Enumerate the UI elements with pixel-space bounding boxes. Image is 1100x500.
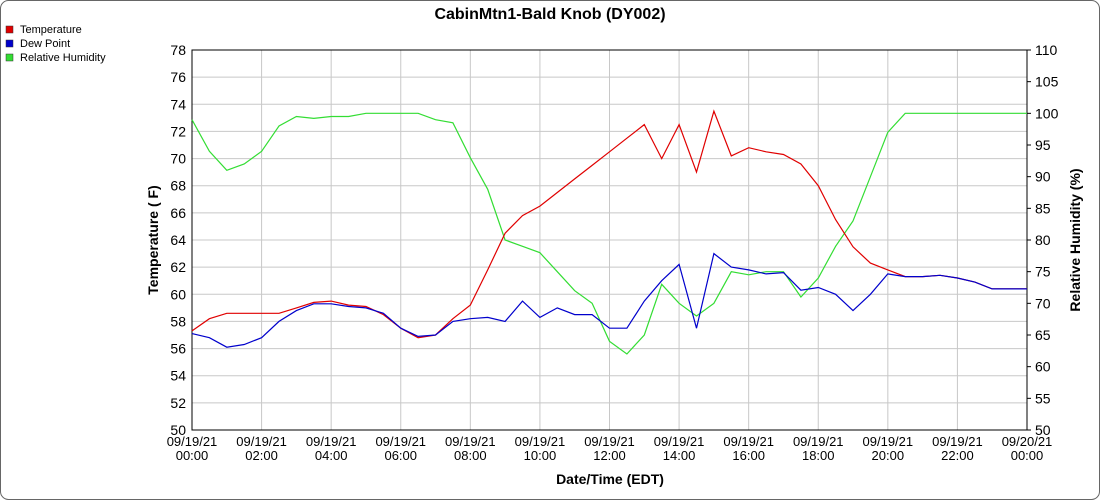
legend-label: Temperature [20, 24, 82, 36]
series-line [191, 112, 1027, 355]
y2-tick-label: 55 [1035, 390, 1051, 406]
y2-tick-label: 50 [1035, 422, 1051, 438]
y2-tick-label: 60 [1035, 359, 1051, 375]
legend-swatch [5, 25, 14, 34]
x-tick-label: 09/19/21 12:00 [584, 434, 635, 463]
y-axis-label: Temperature ( F) [145, 185, 161, 294]
x-tick-label: 09/19/21 18:00 [793, 434, 844, 463]
series-line [191, 252, 1027, 348]
plot-border [191, 49, 1028, 431]
y-tick-label: 72 [170, 123, 186, 139]
legend-label: Relative Humidity [20, 52, 106, 64]
x-tick-label: 09/19/21 14:00 [654, 434, 705, 463]
series-line [191, 109, 1027, 339]
y-tick-label: 76 [170, 69, 186, 85]
y2-tick-label: 100 [1035, 105, 1059, 121]
x-axis-label: Date/Time (EDT) [556, 471, 664, 487]
y-tick-label: 68 [170, 178, 186, 194]
y-tick-label: 62 [170, 259, 186, 275]
x-tick-label: 09/19/21 02:00 [236, 434, 287, 463]
y-tick-label: 54 [170, 368, 186, 384]
chart-title: CabinMtn1-Bald Knob (DY002) [434, 6, 665, 23]
y2-tick-label: 90 [1035, 169, 1051, 185]
legend-label: Dew Point [20, 38, 70, 50]
y2-tick-label: 95 [1035, 137, 1051, 153]
y-tick-label: 70 [170, 151, 186, 167]
legend-swatch [5, 53, 14, 62]
x-tick-label: 09/19/21 16:00 [723, 434, 774, 463]
x-tick-label: 09/19/21 00:00 [167, 434, 218, 463]
y-tick-label: 64 [170, 232, 186, 248]
y2-tick-label: 85 [1035, 200, 1051, 216]
y2-tick-label: 65 [1035, 327, 1051, 343]
y2-tick-label: 105 [1035, 74, 1059, 90]
y2-tick-label: 75 [1035, 264, 1051, 280]
y-tick-label: 58 [170, 313, 186, 329]
y-tick-label: 74 [170, 96, 186, 112]
x-tick-label: 09/19/21 08:00 [445, 434, 496, 463]
y-tick-label: 78 [170, 42, 186, 58]
x-tick-label: 09/19/21 10:00 [515, 434, 566, 463]
y2-tick-label: 80 [1035, 232, 1051, 248]
x-tick-label: 09/20/21 00:00 [1002, 434, 1053, 463]
x-tick-label: 09/19/21 04:00 [306, 434, 357, 463]
y2-tick-label: 110 [1035, 42, 1058, 58]
y-tick-label: 52 [170, 395, 186, 411]
x-tick-label: 09/19/21 22:00 [932, 434, 983, 463]
y-tick-label: 66 [170, 205, 186, 221]
legend-swatch [5, 39, 14, 48]
x-tick-label: 09/19/21 20:00 [863, 434, 914, 463]
x-tick-label: 09/19/21 06:00 [375, 434, 426, 463]
y-tick-label: 50 [170, 422, 186, 438]
y2-tick-label: 70 [1035, 295, 1051, 311]
y-tick-label: 56 [170, 341, 186, 357]
y-tick-label: 60 [170, 286, 186, 302]
y2-axis-label: Relative Humidity (%) [1067, 168, 1083, 311]
